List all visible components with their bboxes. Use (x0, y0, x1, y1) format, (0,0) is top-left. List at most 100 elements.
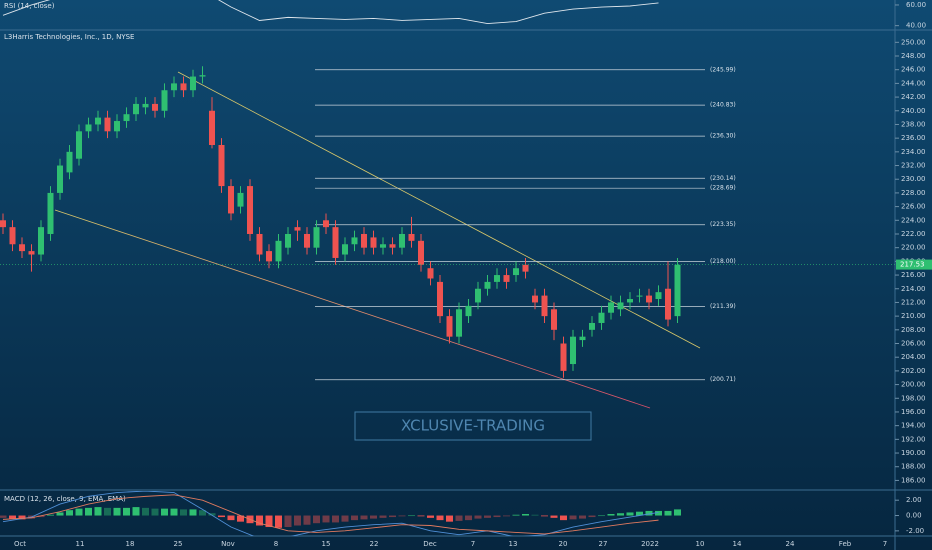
level-label: (223.35) (710, 221, 736, 228)
candle-body (19, 244, 25, 252)
candle-body (323, 220, 329, 228)
x-tick-label: 7 (883, 540, 887, 548)
candle-body (532, 295, 538, 303)
macd-histogram-bar (636, 511, 643, 516)
candle-body (218, 145, 225, 187)
last-price-tag (896, 259, 932, 270)
macd-histogram-bar (474, 515, 482, 519)
macd-tick-label: 0.00 (906, 512, 922, 520)
level-label: (230.14) (710, 175, 736, 182)
candle-body (190, 76, 196, 91)
candle-body (342, 244, 348, 255)
macd-histogram-bar (341, 515, 349, 522)
macd-histogram-bar (674, 509, 681, 516)
macd-histogram-bar (47, 514, 54, 516)
macd-histogram-bar (123, 507, 130, 516)
macd-histogram-bar (132, 507, 140, 516)
candle-body (38, 227, 44, 255)
trend-line (54, 209, 651, 409)
macd-histogram-bar (560, 515, 567, 521)
candle-body (95, 117, 101, 125)
level-label: (245.99) (710, 66, 736, 73)
macd-histogram-bar (446, 515, 453, 522)
y-tick-label: 188.00 (901, 463, 926, 471)
candle-body (57, 165, 63, 193)
candle-body (598, 312, 605, 323)
macd-histogram-bar (598, 515, 605, 517)
macd-histogram-bar (18, 515, 26, 520)
macd-histogram-bar (66, 510, 73, 516)
y-tick-label: 214.00 (901, 285, 926, 293)
candle-body (47, 192, 54, 234)
macd-histogram-bar (569, 515, 577, 520)
macd-histogram-bar (113, 507, 121, 516)
macd-histogram-bar (655, 510, 662, 516)
y-tick-label: 234.00 (901, 148, 926, 156)
trend-line (177, 71, 701, 349)
macd-histogram-bar (237, 515, 244, 522)
candle-body (180, 83, 187, 91)
y-tick-label: 238.00 (901, 120, 926, 128)
macd-histogram-bar (645, 510, 653, 516)
candle-body (294, 227, 301, 231)
level-label: (236.30) (710, 133, 736, 140)
candle-body (408, 233, 415, 241)
level-label: (200.71) (710, 376, 736, 383)
candle-body (256, 233, 263, 255)
last-price-label: 217.53 (900, 261, 925, 269)
candle-body (0, 220, 6, 228)
level-label: (218.00) (710, 258, 736, 265)
macd-histogram-bar (389, 515, 396, 518)
macd-histogram-bar (161, 508, 168, 516)
x-tick-label: 14 (733, 540, 742, 548)
x-tick-label: 2022 (641, 540, 659, 548)
macd-histogram-bar (199, 510, 206, 516)
y-tick-label: 226.00 (901, 203, 926, 211)
macd-histogram-bar (503, 515, 510, 517)
macd-histogram-bar (0, 515, 7, 518)
x-tick-label: 18 (126, 540, 135, 548)
candle-body (399, 233, 405, 248)
y-tick-label: 248.00 (901, 52, 926, 60)
macd-histogram-bar (208, 513, 216, 516)
macd-histogram-bar (493, 515, 501, 518)
candle-body (275, 240, 282, 262)
macd-tick-label: -2.00 (906, 527, 924, 535)
candle-body (579, 336, 586, 341)
y-tick-label: 250.00 (901, 38, 926, 46)
macd-histogram-bar (617, 513, 624, 516)
candle-body (209, 110, 215, 145)
level-label: (228.69) (710, 185, 736, 192)
candle-body (247, 186, 253, 234)
signal-line (2, 494, 659, 535)
x-tick-label: 22 (370, 540, 379, 548)
macd-histogram-bar (85, 507, 92, 516)
candle-body (313, 227, 320, 248)
macd-histogram-bar (370, 515, 377, 519)
candle-body (361, 233, 367, 248)
candle-body (589, 322, 595, 330)
y-tick-label: 196.00 (901, 408, 926, 416)
macd-histogram-bar (351, 515, 358, 521)
macd-histogram-bar (75, 508, 83, 516)
macd-histogram-bar (189, 509, 197, 516)
x-tick-label: 20 (559, 540, 568, 548)
x-tick-label: Feb (839, 540, 852, 548)
candle-body (503, 275, 510, 282)
macd-histogram-bar (332, 515, 339, 523)
y-tick-label: 220.00 (901, 244, 926, 252)
macd-histogram-bar (417, 515, 425, 517)
macd-histogram-bar (9, 515, 16, 519)
candle-body (437, 281, 443, 317)
level-label: (240.83) (710, 102, 736, 109)
macd-pane (0, 491, 681, 536)
axes: 186.00 188.00 190.00 192.00 194.00 196.00 198.… (14, 1, 932, 548)
macd-histogram-bar (284, 515, 292, 528)
candle-body (9, 227, 16, 245)
candle-body (655, 292, 662, 300)
macd-histogram-bar (626, 512, 634, 516)
macd-histogram-bar (37, 515, 45, 518)
y-tick-label: 206.00 (901, 340, 926, 348)
y-tick-label: 194.00 (901, 422, 926, 430)
